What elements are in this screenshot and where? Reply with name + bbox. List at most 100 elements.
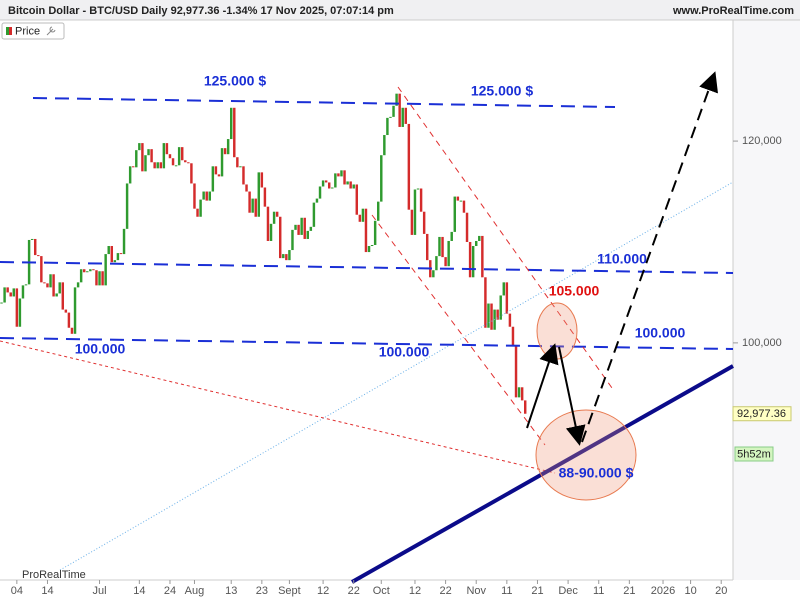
candle <box>64 309 68 313</box>
candle <box>113 260 117 263</box>
candle <box>373 220 377 246</box>
candle <box>398 93 401 127</box>
candle <box>6 287 9 293</box>
candle <box>116 253 120 261</box>
trendline <box>351 364 734 584</box>
candle <box>499 295 502 320</box>
candle <box>269 223 273 241</box>
x-tick-label: 12 <box>409 585 421 597</box>
candle <box>297 224 300 235</box>
candle <box>180 147 184 161</box>
candle <box>520 387 524 401</box>
plot-area <box>0 93 527 414</box>
candle <box>324 180 328 183</box>
candle <box>288 250 291 261</box>
candle <box>285 254 288 261</box>
candle <box>79 269 83 283</box>
candle <box>456 196 460 201</box>
candle <box>205 191 208 201</box>
y-tick-label: 100,000 <box>742 337 782 349</box>
annotation: 100.000 <box>75 341 126 357</box>
candle <box>89 269 92 272</box>
candle <box>416 188 420 190</box>
legend-icon <box>6 27 9 35</box>
legend-box[interactable] <box>1 22 65 40</box>
legend-icon <box>9 27 12 35</box>
candle <box>358 214 362 222</box>
candle <box>484 277 487 328</box>
candle <box>202 191 205 200</box>
candle <box>30 238 34 240</box>
candle <box>508 313 512 327</box>
candle <box>386 117 389 136</box>
candle <box>425 233 429 261</box>
target-circle <box>535 409 637 501</box>
candle <box>343 170 346 185</box>
candle <box>217 174 221 177</box>
candle <box>46 283 49 288</box>
candle <box>294 224 297 230</box>
candle <box>334 173 337 188</box>
candle <box>266 206 270 241</box>
x-tick-label: 22 <box>439 585 451 597</box>
candle <box>138 143 141 151</box>
candle <box>162 143 166 169</box>
dotted-trendline <box>59 181 734 571</box>
candle <box>214 166 218 175</box>
candle <box>245 184 248 192</box>
candle <box>355 184 359 215</box>
candle <box>92 269 95 271</box>
candle <box>226 139 230 155</box>
candle <box>459 200 463 202</box>
candle <box>450 231 453 241</box>
candle <box>395 93 398 106</box>
price-flag <box>732 406 792 422</box>
candle <box>272 211 276 224</box>
candle <box>58 282 61 294</box>
candle <box>236 157 239 168</box>
candle <box>380 155 383 202</box>
candle <box>67 312 71 328</box>
candle <box>184 160 187 163</box>
candle <box>76 282 80 288</box>
candle <box>327 182 331 189</box>
candle <box>490 303 493 330</box>
level-line <box>0 261 734 274</box>
candle <box>18 298 22 327</box>
support-line <box>0 337 734 350</box>
candle <box>462 200 466 213</box>
candle <box>346 181 349 185</box>
x-tick-label: 12 <box>317 585 329 597</box>
countdown: 5h52m <box>737 448 771 460</box>
candle <box>153 162 156 169</box>
candle <box>318 186 322 199</box>
price-flag-label: 92,977.36 <box>737 408 786 420</box>
candle <box>254 198 257 217</box>
legend[interactable]: Price <box>1 22 65 40</box>
red-dotted-line <box>0 340 556 474</box>
resistance-line <box>32 97 616 108</box>
candle <box>303 217 306 239</box>
x-tick-label: 21 <box>531 585 543 597</box>
candle <box>104 254 107 286</box>
candle <box>248 191 251 213</box>
candle <box>389 116 392 118</box>
candle <box>511 326 515 346</box>
x-tick-label: Oct <box>373 585 390 597</box>
candle <box>196 208 199 217</box>
candle <box>0 302 3 304</box>
x-tick-label: 20 <box>715 585 727 597</box>
y-tick-label: 120,000 <box>742 135 782 147</box>
candle <box>413 189 417 235</box>
candle <box>349 181 352 189</box>
candle <box>435 256 438 271</box>
annotation: 88-90.000 $ <box>559 465 634 481</box>
candle <box>487 303 490 328</box>
brand: ProRealTime <box>22 569 86 581</box>
candle <box>337 173 340 177</box>
arrow <box>526 343 559 429</box>
candle <box>37 255 40 257</box>
candle <box>43 282 46 284</box>
candle <box>312 202 316 227</box>
candle <box>233 107 236 158</box>
